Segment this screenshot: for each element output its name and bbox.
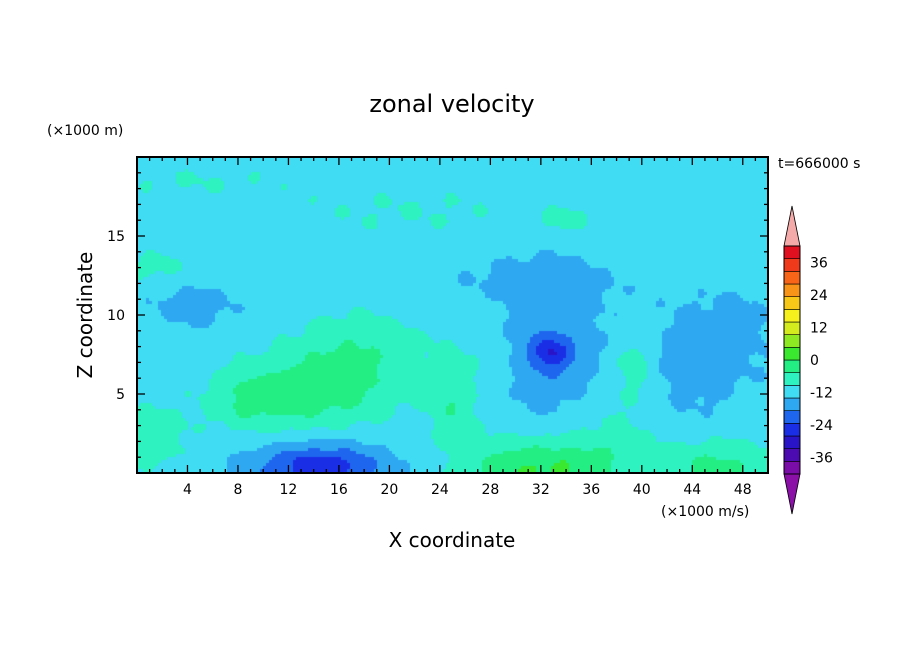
colorbar-segment <box>783 372 801 386</box>
colorbar-segment <box>783 296 801 310</box>
y-axis-ticks: 5 10 15 <box>107 172 768 458</box>
colorbar: 36 24 12 0 -12 -24 -36 <box>783 205 833 515</box>
x-tick-label: 4 <box>183 482 192 498</box>
x-tick-label: 32 <box>532 482 550 498</box>
x-axis-label: X coordinate <box>389 528 516 552</box>
x-axis-ticks: 4 8 12 16 20 24 28 32 36 40 44 48 <box>148 157 757 498</box>
colorbar-segment <box>783 410 801 424</box>
x-tick-label: 16 <box>330 482 348 498</box>
colorbar-frame <box>783 245 801 475</box>
colorbar-segment <box>783 334 801 348</box>
y-axis-unit: (×1000 m) <box>47 123 123 139</box>
x-tick-label: 36 <box>582 482 600 498</box>
colorbar-segment <box>783 359 801 373</box>
colorbar-segment <box>783 347 801 361</box>
y-axis-label: Z coordinate <box>73 252 97 379</box>
colorbar-over-arrow <box>783 205 801 247</box>
colorbar-label: -12 <box>810 386 833 402</box>
colorbar-segment <box>783 397 801 411</box>
time-label: t=666000 s <box>778 156 860 172</box>
x-tick-label: 44 <box>683 482 701 498</box>
colorbar-segment <box>783 385 801 399</box>
colorbar-segment <box>783 448 801 462</box>
colorbar-segment <box>783 423 801 437</box>
colorbar-segment <box>783 461 801 475</box>
colorbar-under-arrow <box>783 473 801 515</box>
heatmap-area <box>137 157 768 473</box>
x-tick-label: 28 <box>481 482 499 498</box>
x-tick-label: 8 <box>233 482 242 498</box>
colorbar-segment <box>783 321 801 335</box>
colorbar-segment <box>783 435 801 449</box>
colorbar-segment <box>783 245 801 259</box>
y-tick-label: 10 <box>107 308 125 324</box>
x-axis-unit: (×1000 m/s) <box>661 504 749 520</box>
colorbar-label: -24 <box>810 418 833 434</box>
x-tick-label: 48 <box>734 482 752 498</box>
colorbar-label: 0 <box>810 353 819 369</box>
x-tick-label: 20 <box>380 482 398 498</box>
y-tick-label: 5 <box>116 387 125 403</box>
colorbar-segment <box>783 258 801 272</box>
y-tick-label: 15 <box>107 229 125 245</box>
colorbar-label: 24 <box>810 288 828 304</box>
colorbar-segment <box>783 283 801 297</box>
colorbar-label: 12 <box>810 320 828 336</box>
x-tick-label: 24 <box>431 482 449 498</box>
colorbar-label: 36 <box>810 255 828 271</box>
x-tick-label: 40 <box>633 482 651 498</box>
chart-title: zonal velocity <box>369 90 534 118</box>
colorbar-segment <box>783 271 801 285</box>
colorbar-segment <box>783 309 801 323</box>
x-tick-label: 12 <box>280 482 298 498</box>
colorbar-label: -36 <box>810 451 833 467</box>
velocity-field <box>137 157 768 473</box>
